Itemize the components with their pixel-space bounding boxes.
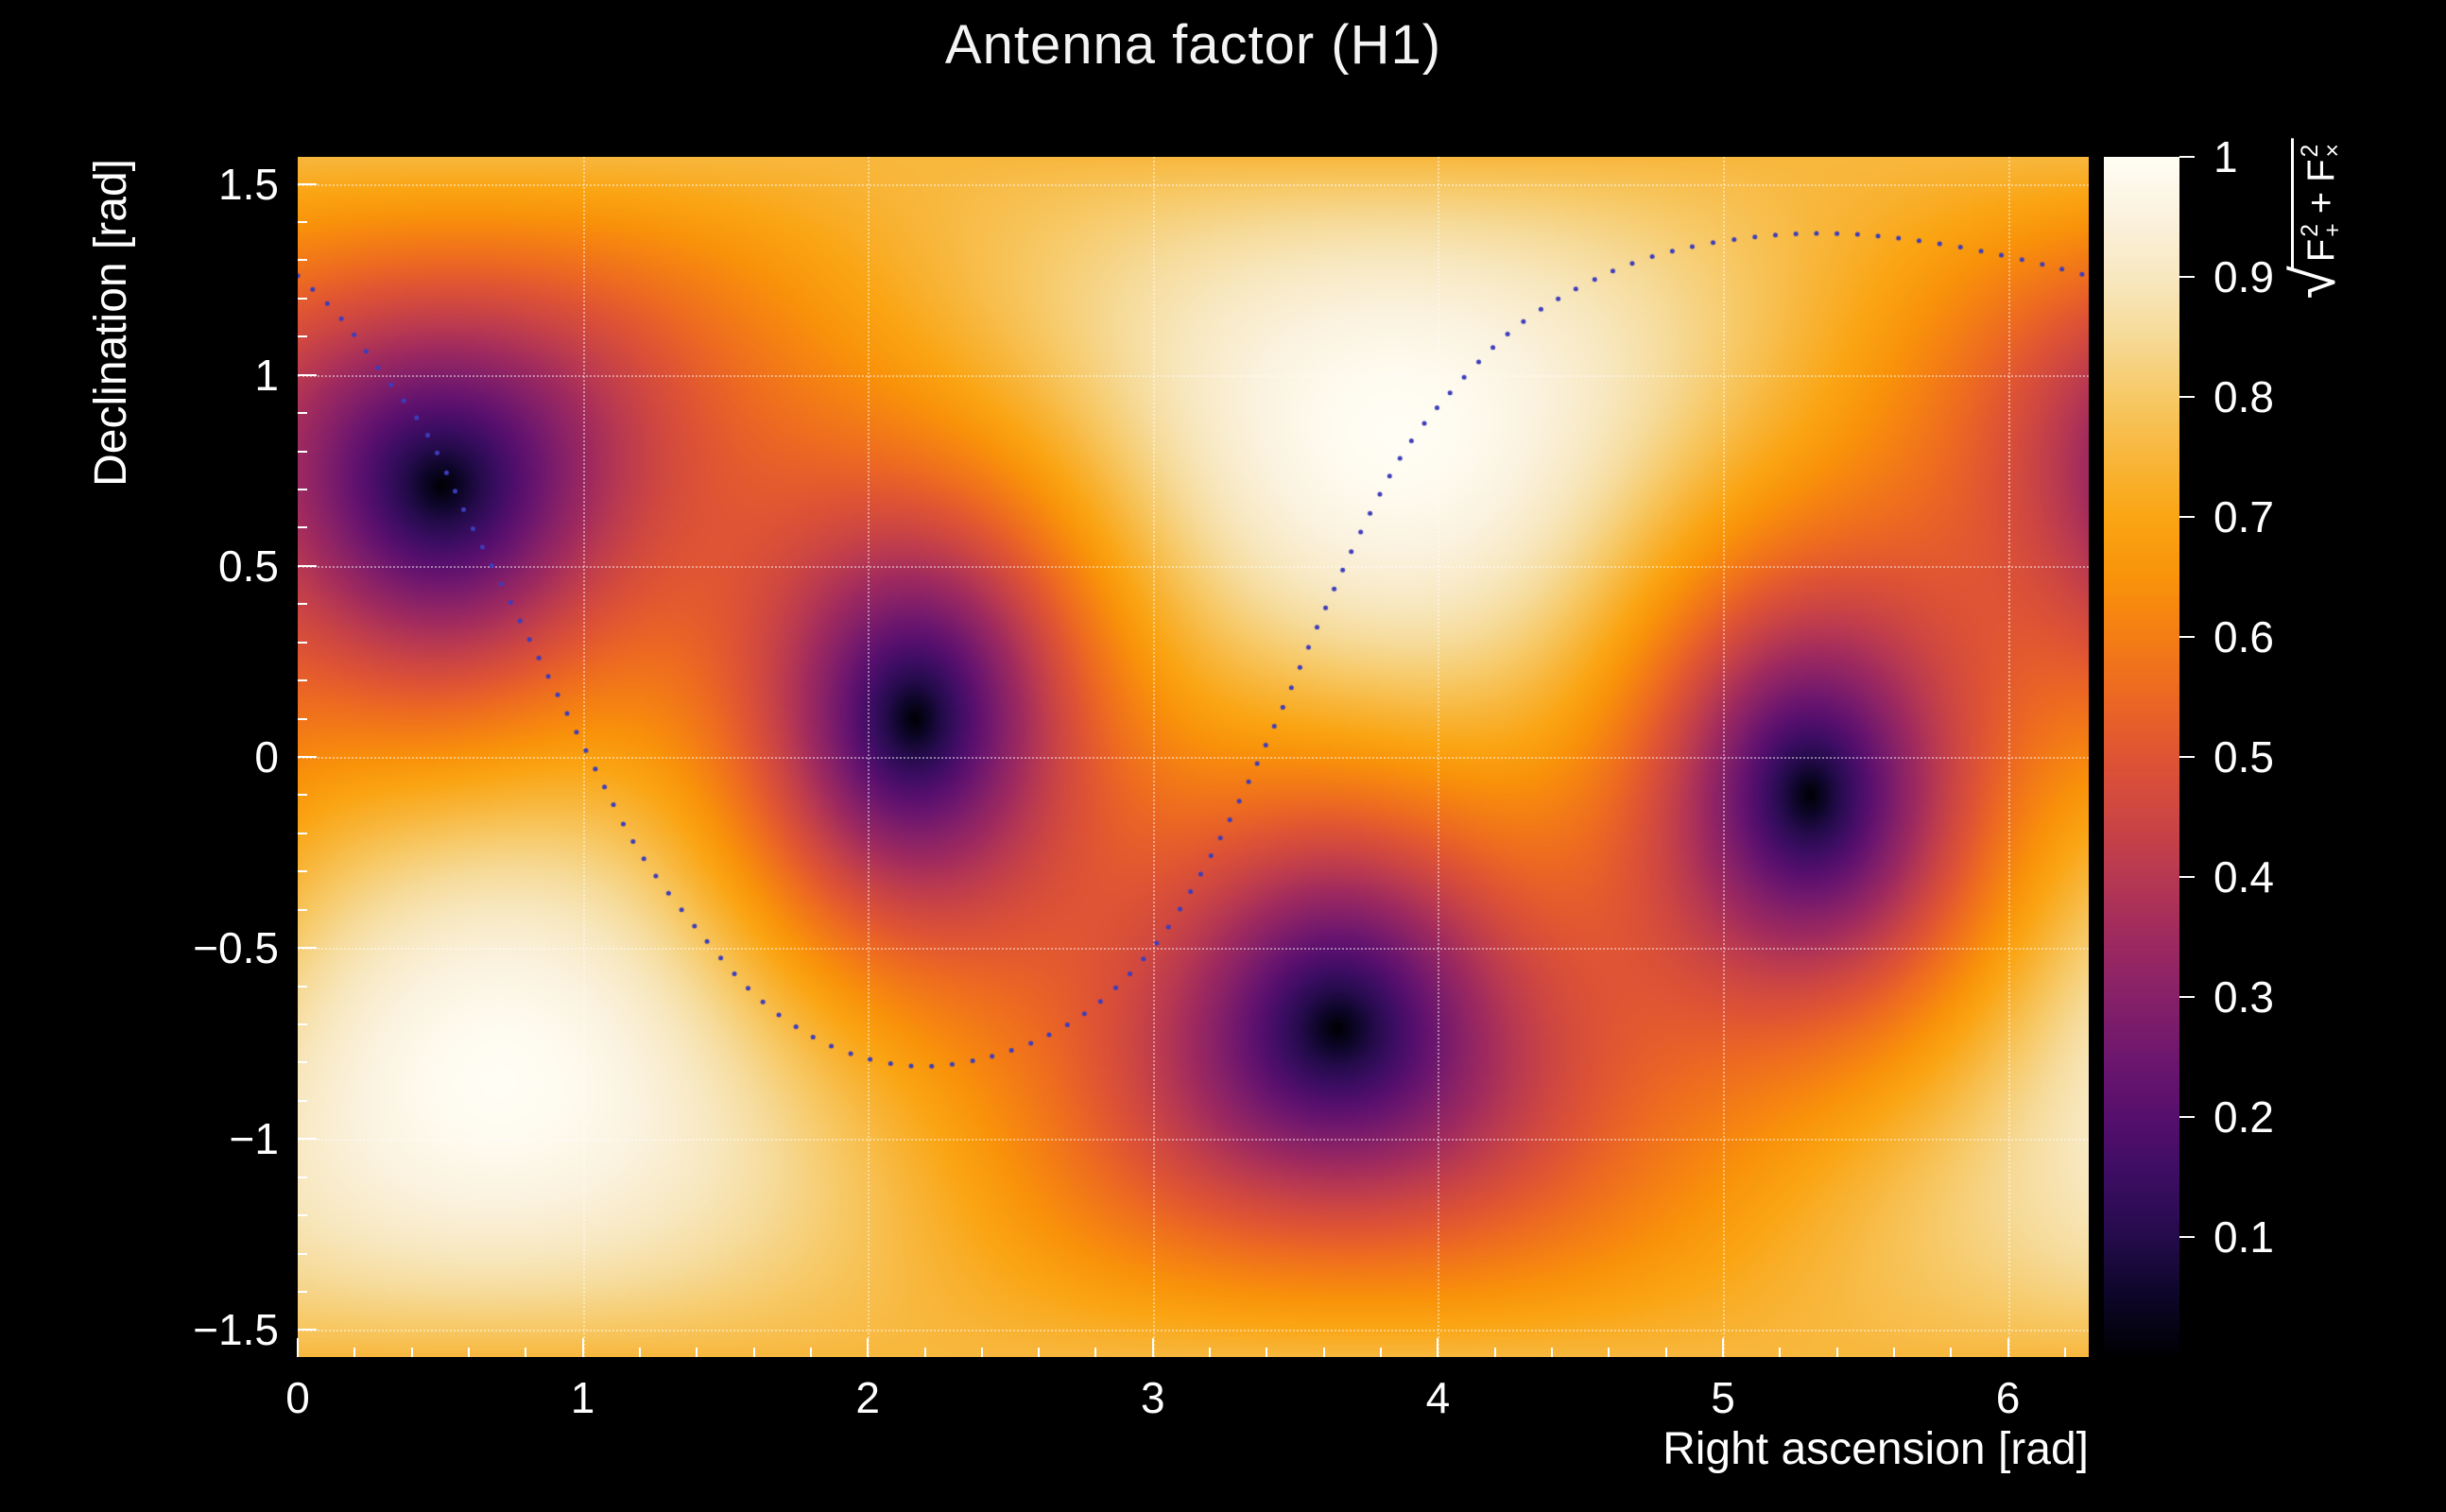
colorbar-title: √ F 2 + + F 2 × bbox=[2280, 138, 2348, 299]
term2-sup: 2 bbox=[2298, 144, 2323, 158]
y-tick-label: 1.5 bbox=[218, 159, 279, 209]
track-canvas bbox=[298, 157, 2089, 1357]
colorbar-tick-labels: 0.1 0.2 0.3 0.4 0.5 0.6 0.7 0.8 0.9 1 bbox=[2213, 132, 2365, 1357]
plot-area bbox=[297, 157, 2089, 1357]
term2-scripts: 2 × bbox=[2298, 144, 2346, 158]
y-tick-label: 0 bbox=[254, 732, 279, 782]
colorbar-tick-label: 0.4 bbox=[2213, 852, 2274, 902]
x-axis-title: Right ascension [rad] bbox=[1662, 1424, 2089, 1474]
colorbar-tick bbox=[2179, 996, 2195, 998]
x-tick-label: 2 bbox=[855, 1373, 880, 1422]
term1-sub: + bbox=[2319, 223, 2346, 237]
colorbar bbox=[2104, 157, 2179, 1357]
colorbar-tick-label: 1 bbox=[2213, 132, 2238, 181]
term1-scripts: 2 + bbox=[2298, 223, 2346, 237]
colorbar-tick-label: 0.9 bbox=[2213, 252, 2274, 301]
term1-base: F bbox=[2300, 238, 2343, 263]
colorbar-tick-label: 0.5 bbox=[2213, 732, 2274, 782]
colorbar-tick-label: 0.1 bbox=[2213, 1212, 2274, 1262]
chart-title: Antenna factor (H1) bbox=[944, 14, 1442, 76]
radical-icon: √ bbox=[2280, 266, 2348, 300]
colorbar-canvas bbox=[2104, 157, 2179, 1357]
x-tick-label: 1 bbox=[570, 1373, 595, 1422]
colorbar-title-expression: F 2 + + F 2 × bbox=[2291, 138, 2346, 270]
colorbar-tick bbox=[2179, 516, 2195, 518]
y-tick-label: −1.5 bbox=[193, 1305, 279, 1355]
colorbar-tick bbox=[2179, 636, 2195, 638]
plus-operator: + bbox=[2300, 191, 2343, 215]
colorbar-tick bbox=[2179, 1236, 2195, 1238]
colorbar-tick bbox=[2179, 876, 2195, 878]
y-tick-label: 1 bbox=[254, 350, 279, 400]
colorbar-tick bbox=[2179, 156, 2195, 158]
y-tick-label: −0.5 bbox=[193, 923, 279, 973]
x-tick-label: 3 bbox=[1140, 1373, 1165, 1422]
y-tick-label: −1 bbox=[229, 1114, 279, 1164]
x-tick-label: 0 bbox=[285, 1373, 310, 1422]
colorbar-tick-label: 0.7 bbox=[2213, 492, 2274, 541]
colorbar-tick-label: 0.8 bbox=[2213, 372, 2274, 421]
colorbar-tick bbox=[2179, 396, 2195, 398]
colorbar-tick bbox=[2179, 1116, 2195, 1118]
colorbar-tick-label: 0.2 bbox=[2213, 1092, 2274, 1142]
x-tick-label: 5 bbox=[1711, 1373, 1735, 1422]
y-axis-title: Declination [rad] bbox=[86, 159, 136, 487]
x-axis-tick-labels: 0 1 2 3 4 5 6 bbox=[285, 1372, 2150, 1429]
x-tick-label: 6 bbox=[1995, 1373, 2021, 1422]
term2-sub: × bbox=[2319, 144, 2346, 158]
x-tick-label: 4 bbox=[1425, 1373, 1451, 1422]
y-axis-tick-labels: −1.5 −1 −0.5 0 0.5 1 1.5 bbox=[0, 157, 279, 1357]
colorbar-ticks bbox=[2179, 156, 2198, 1357]
term1-sup: 2 bbox=[2298, 223, 2323, 237]
colorbar-tick-label: 0.3 bbox=[2213, 972, 2274, 1022]
colorbar-tick bbox=[2179, 756, 2195, 758]
colorbar-tick bbox=[2179, 276, 2195, 278]
term2-base: F bbox=[2300, 159, 2343, 182]
colorbar-tick-label: 0.6 bbox=[2213, 612, 2274, 662]
y-tick-label: 0.5 bbox=[218, 541, 279, 591]
